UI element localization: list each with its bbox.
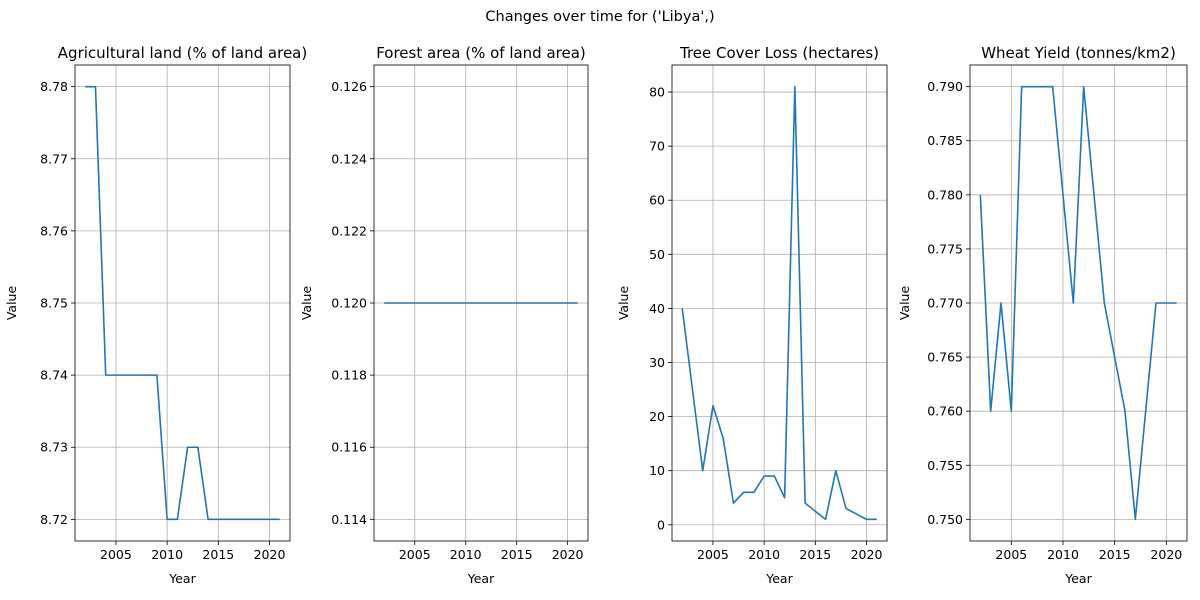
x-tick-label: 2010 [450,547,482,562]
y-tick-label: 8.75 [40,296,68,311]
y-tick-label: 0.122 [331,223,367,238]
y-tick-label: 8.78 [40,79,68,94]
y-tick-label: 8.74 [40,368,68,383]
y-axis-label: Value [616,286,631,321]
y-tick-label: 0.790 [927,79,963,94]
y-tick-label: 50 [649,247,665,262]
y-tick-label: 40 [649,301,665,316]
x-tick-label: 2005 [100,547,132,562]
x-tick-label: 2015 [799,547,831,562]
x-tick-label: 2015 [501,547,533,562]
y-tick-label: 0 [657,517,665,532]
x-tick-label: 2020 [552,547,584,562]
y-tick-label: 60 [649,193,665,208]
y-tick-label: 80 [649,85,665,100]
y-tick-label: 30 [649,355,665,370]
x-axis-label: Year [467,571,495,586]
y-tick-label: 0.120 [331,296,367,311]
x-tick-label: 2015 [1099,547,1131,562]
y-tick-label: 8.72 [40,512,68,527]
chart-title: Forest area (% of land area) [376,44,586,62]
y-tick-label: 70 [649,139,665,154]
figure-title: Changes over time for ('Libya',) [485,9,715,25]
y-tick-label: 8.76 [40,223,68,238]
y-tick-label: 0.785 [927,133,963,148]
series-line [85,85,280,521]
y-tick-label: 0.770 [927,296,963,311]
y-tick-label: 0.124 [331,151,367,166]
x-tick-label: 2005 [697,547,729,562]
x-axis-label: Year [765,571,793,586]
x-axis-label: Year [1064,571,1092,586]
y-tick-label: 0.780 [927,187,963,202]
x-tick-label: 2010 [151,547,183,562]
x-tick-label: 2020 [1150,547,1182,562]
y-tick-label: 0.760 [927,404,963,419]
y-tick-label: 0.116 [331,440,367,455]
series-line [979,85,1177,521]
chart-title: Tree Cover Loss (hectares) [679,44,879,62]
y-tick-label: 0.114 [331,512,367,527]
y-tick-label: 20 [649,409,665,424]
x-tick-label: 2010 [1047,547,1079,562]
y-tick-label: 8.77 [40,151,68,166]
series-line [681,85,877,521]
x-tick-label: 2020 [851,547,883,562]
chart-title: Wheat Yield (tonnes/km2) [981,44,1176,62]
y-tick-label: 0.750 [927,512,963,527]
y-tick-label: 0.775 [927,241,963,256]
y-tick-label: 0.118 [331,368,367,383]
x-tick-label: 2010 [748,547,780,562]
x-tick-label: 2005 [995,547,1027,562]
chart-title: Agricultural land (% of land area) [58,44,307,62]
x-tick-label: 2005 [399,547,431,562]
x-axis-label: Year [168,571,196,586]
y-tick-label: 0.765 [927,350,963,365]
y-axis-label: Value [897,286,912,321]
y-tick-label: 10 [649,463,665,478]
y-tick-label: 8.73 [40,440,68,455]
y-axis-label: Value [299,286,314,321]
y-tick-label: 0.755 [927,458,963,473]
y-axis-label: Value [4,286,19,321]
x-tick-label: 2020 [254,547,286,562]
x-tick-label: 2015 [202,547,234,562]
y-tick-label: 0.126 [331,79,367,94]
axes-frame [671,64,888,542]
